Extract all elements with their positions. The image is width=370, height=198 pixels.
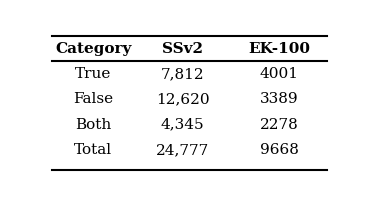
Text: 4,345: 4,345 xyxy=(161,118,205,131)
Text: False: False xyxy=(73,92,113,106)
Text: 12,620: 12,620 xyxy=(156,92,209,106)
Text: Both: Both xyxy=(75,118,111,131)
Text: 9668: 9668 xyxy=(260,143,299,157)
Text: 3389: 3389 xyxy=(260,92,298,106)
Text: 4001: 4001 xyxy=(260,67,299,81)
Text: 7,812: 7,812 xyxy=(161,67,205,81)
Text: 24,777: 24,777 xyxy=(156,143,209,157)
Text: Total: Total xyxy=(74,143,112,157)
Text: Category: Category xyxy=(55,42,131,56)
Text: 2278: 2278 xyxy=(260,118,299,131)
Text: True: True xyxy=(75,67,111,81)
Text: EK-100: EK-100 xyxy=(248,42,310,56)
Text: SSv2: SSv2 xyxy=(162,42,203,56)
